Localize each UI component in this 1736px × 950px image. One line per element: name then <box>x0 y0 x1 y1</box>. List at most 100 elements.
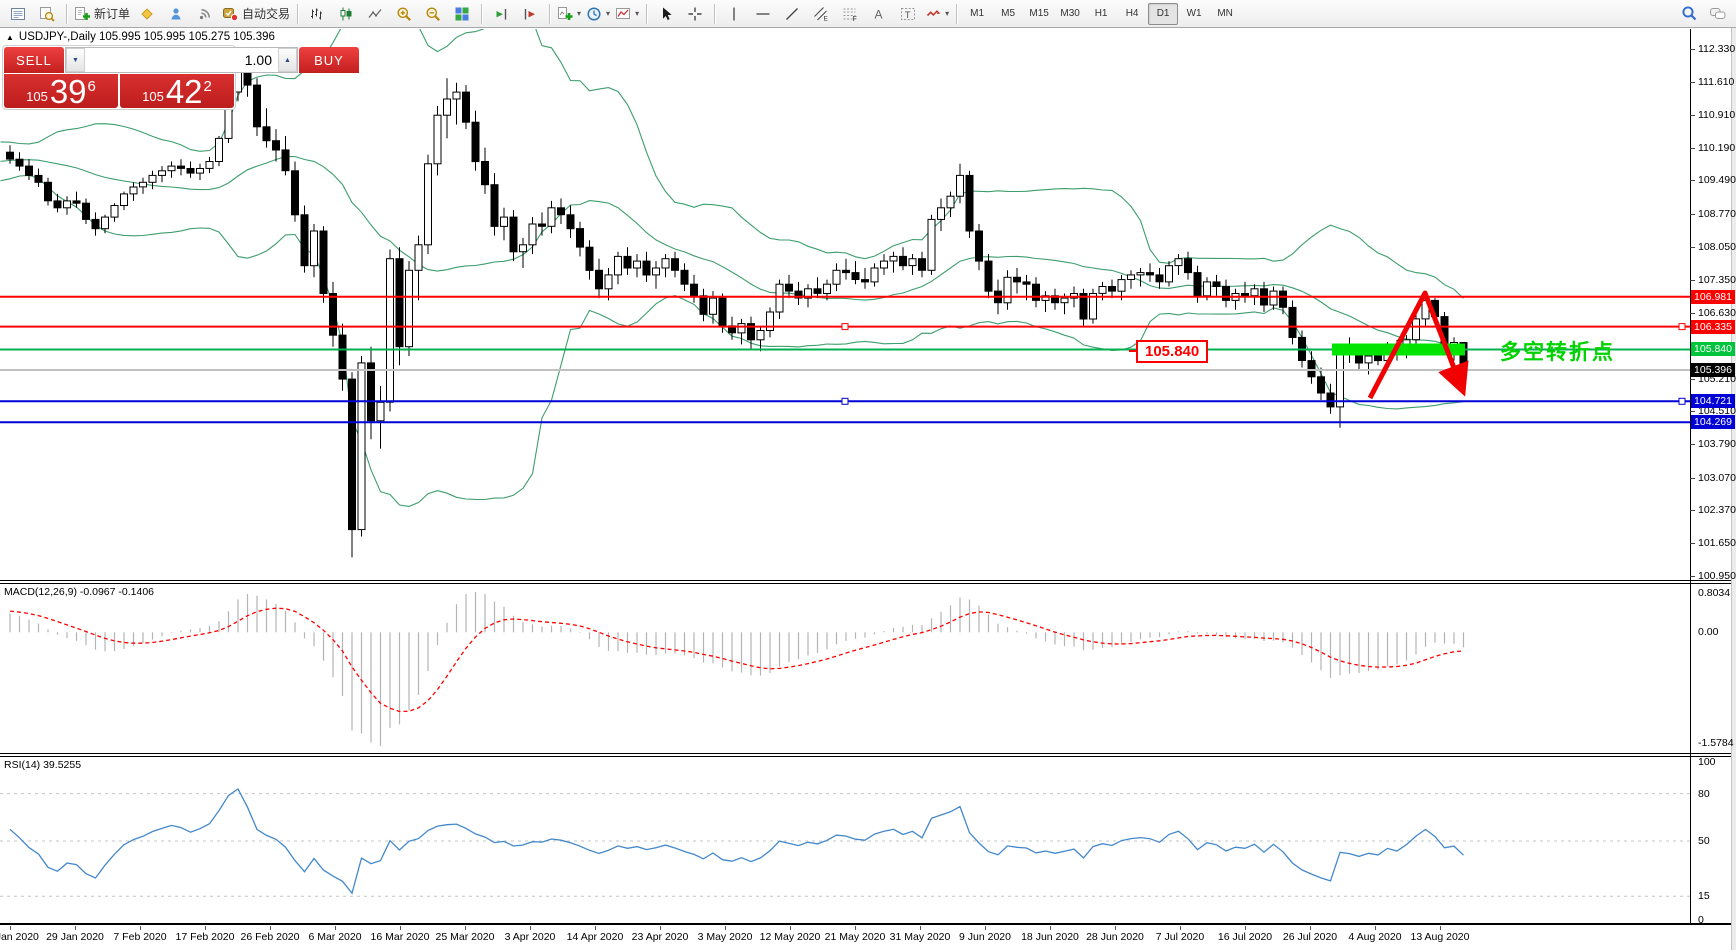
tf-button-H4[interactable]: H4 <box>1125 8 1139 19</box>
text-label-icon[interactable]: T <box>894 2 922 26</box>
vertical-line-icon[interactable] <box>720 2 748 26</box>
community-icon[interactable] <box>162 2 190 26</box>
sell-price-prefix: 105 <box>26 89 48 104</box>
sell-price-pip: 6 <box>87 78 96 95</box>
metaeditor-icon[interactable] <box>133 2 161 26</box>
toolbar-separator <box>646 3 648 24</box>
line-handle[interactable] <box>841 323 849 331</box>
periods-button[interactable]: ▾ <box>584 2 612 26</box>
candlestick <box>1146 272 1154 276</box>
cursor-icon[interactable] <box>652 2 680 26</box>
macd-panel[interactable] <box>0 584 1690 753</box>
arrows-button[interactable]: ▾ <box>923 2 951 26</box>
price-axis-label: 110.190 <box>1698 142 1736 155</box>
candlestick <box>785 283 793 292</box>
chat-icon[interactable] <box>1704 2 1732 26</box>
buy-price[interactable]: 105 42 2 <box>120 74 234 108</box>
tf-button-M1[interactable]: M1 <box>970 8 985 19</box>
auto-scroll-icon[interactable] <box>487 2 515 26</box>
trendline-icon[interactable] <box>778 2 806 26</box>
rsi-panel[interactable] <box>0 757 1690 923</box>
horizontal-line-icon[interactable] <box>749 2 777 26</box>
zoom-in-icon[interactable] <box>390 2 418 26</box>
tf-button-MN[interactable]: MN <box>1217 8 1233 19</box>
autotrading-button[interactable]: 自动交易 <box>220 2 292 26</box>
signals-icon[interactable] <box>191 2 219 26</box>
candlestick <box>1155 274 1164 283</box>
symbol-marker-icon[interactable]: ▲ <box>6 32 14 42</box>
price-axis-label: 100.950 <box>1698 569 1736 582</box>
buy-button[interactable]: BUY <box>299 47 359 73</box>
price-axis-label: 103.070 <box>1698 471 1736 484</box>
volume-up-button[interactable]: ▲ <box>278 48 297 72</box>
trend-arrow[interactable] <box>1367 290 1469 400</box>
candlestick <box>965 174 974 232</box>
crosshair-icon[interactable] <box>681 2 709 26</box>
panel-divider[interactable] <box>0 753 1736 757</box>
date-axis-tick <box>855 926 856 930</box>
candlestick <box>661 258 670 269</box>
date-axis-label: 23 Apr 2020 <box>631 931 689 943</box>
date-axis-tick <box>660 926 661 930</box>
candlestick <box>737 323 746 334</box>
line-handle[interactable] <box>1678 323 1686 331</box>
tf-button-W1[interactable]: W1 <box>1186 8 1202 19</box>
date-axis-tick <box>530 926 531 930</box>
candlestick <box>367 362 375 422</box>
candlestick <box>975 230 983 262</box>
volume-input[interactable] <box>85 48 278 72</box>
sell-button[interactable]: SELL <box>4 47 64 73</box>
price-callout-105840[interactable]: 105.840 <box>1128 340 1209 363</box>
price-axis-label: 106.630 <box>1698 306 1736 319</box>
price-axis-tick <box>1690 247 1695 249</box>
tf-button-M15[interactable]: M15 <box>1029 8 1049 19</box>
main-chart[interactable] <box>0 29 1690 580</box>
macd-axis-zero: 0.00 <box>1698 626 1719 639</box>
data-window-icon[interactable] <box>33 2 61 26</box>
volume-down-button[interactable]: ▼ <box>66 48 85 72</box>
toolbar-separator <box>481 3 483 24</box>
price-badge-106.335: 106.335 <box>1691 319 1735 334</box>
bar-chart-icon[interactable] <box>303 2 331 26</box>
candlestick <box>91 218 100 230</box>
tf-button-M5[interactable]: M5 <box>1001 8 1016 19</box>
text-icon[interactable]: A <box>865 2 893 26</box>
chart-window-icon[interactable] <box>4 2 32 26</box>
candlestick <box>433 114 442 165</box>
tf-button-D1[interactable]: D1 <box>1148 2 1179 25</box>
chart-shift-icon[interactable] <box>516 2 544 26</box>
candlestick <box>937 207 945 220</box>
tf-button-M30[interactable]: M30 <box>1060 8 1080 19</box>
tile-windows-icon[interactable] <box>448 2 476 26</box>
annotation-cn-text[interactable]: 多空转折点 <box>1500 341 1615 364</box>
price-axis-tick <box>1690 82 1695 84</box>
candlestick <box>519 244 527 253</box>
bollinger-lower <box>0 174 1464 507</box>
candlestick <box>870 267 879 283</box>
tf-button-H1[interactable]: H1 <box>1094 8 1108 19</box>
candlestick <box>215 137 223 163</box>
candlestick <box>1269 290 1278 306</box>
highlight-zone[interactable] <box>1332 343 1465 356</box>
indicators-button[interactable]: ▾ <box>555 2 583 26</box>
search-icon[interactable] <box>1675 2 1703 26</box>
panel-divider[interactable] <box>0 580 1736 584</box>
candlestick-chart-icon[interactable] <box>332 2 360 26</box>
templates-button[interactable]: ▾ <box>613 2 641 26</box>
date-axis-tick <box>400 926 401 930</box>
line-handle[interactable] <box>841 397 849 405</box>
candlestick <box>424 163 432 246</box>
date-axis-label: 26 Jul 2020 <box>1282 931 1338 943</box>
line-chart-icon[interactable] <box>361 2 389 26</box>
toolbar-separator <box>549 3 551 24</box>
zoom-out-icon[interactable] <box>419 2 447 26</box>
date-axis-tick <box>920 926 921 930</box>
equidistant-channel-icon[interactable]: E <box>807 2 835 26</box>
candlestick <box>1184 258 1192 274</box>
candlestick <box>766 311 774 331</box>
sell-price[interactable]: 105 39 6 <box>4 74 118 108</box>
line-handle[interactable] <box>1678 397 1686 405</box>
new-order-button[interactable]: 新订单 <box>72 2 132 26</box>
candlestick <box>338 334 347 380</box>
fibonacci-icon[interactable]: F <box>836 2 864 26</box>
